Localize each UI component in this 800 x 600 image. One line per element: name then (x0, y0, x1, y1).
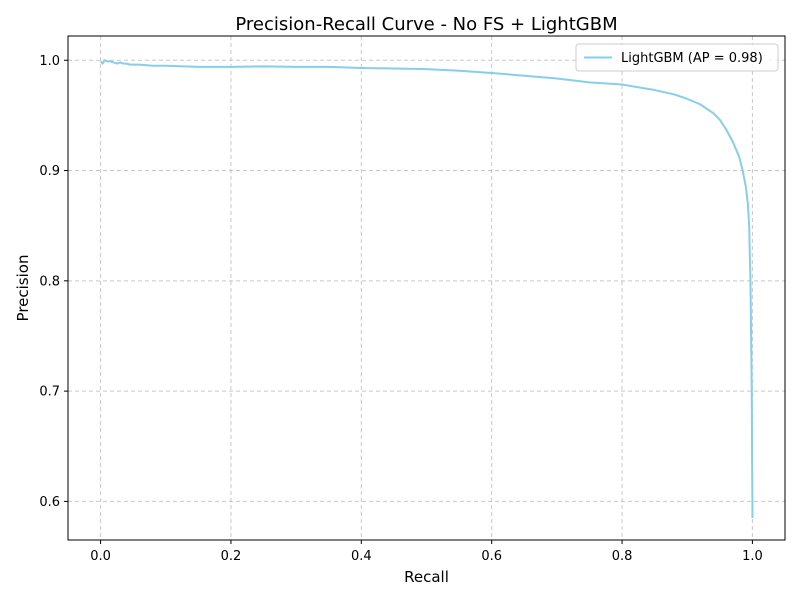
x-axis-ticks: 0.0 0.2 0.4 0.6 0.8 1.0 (90, 540, 763, 564)
x-axis-title: Recall (404, 568, 449, 586)
y-axis-ticks: 0.6 0.7 0.8 0.9 1.0 (39, 54, 68, 510)
chart-title: Precision-Recall Curve - No FS + LightGB… (235, 14, 617, 35)
y-tick-label: 0.6 (39, 495, 60, 510)
legend-box (575, 43, 779, 72)
x-tick-label: 0.4 (351, 549, 372, 564)
plot-frame (67, 35, 786, 541)
y-axis-title: Precision (14, 255, 32, 322)
x-tick-label: 1.0 (742, 549, 763, 564)
x-tick-label: 0.2 (221, 549, 242, 564)
series-group (99, 59, 754, 518)
grid-lines (68, 36, 785, 540)
y-tick-label: 0.7 (39, 385, 60, 400)
legend: LightGBM (AP = 0.98) (575, 43, 779, 72)
x-tick-label: 0.8 (612, 549, 633, 564)
y-tick-label: 0.9 (39, 164, 60, 179)
y-tick-label: 1.0 (39, 54, 60, 69)
x-tick-label: 0.6 (481, 549, 502, 564)
x-tick-label: 0.0 (90, 549, 111, 564)
series-line (99, 59, 754, 518)
y-tick-label: 0.8 (39, 274, 60, 289)
plot-background (68, 36, 785, 540)
legend-label: LightGBM (AP = 0.98) (621, 51, 763, 66)
